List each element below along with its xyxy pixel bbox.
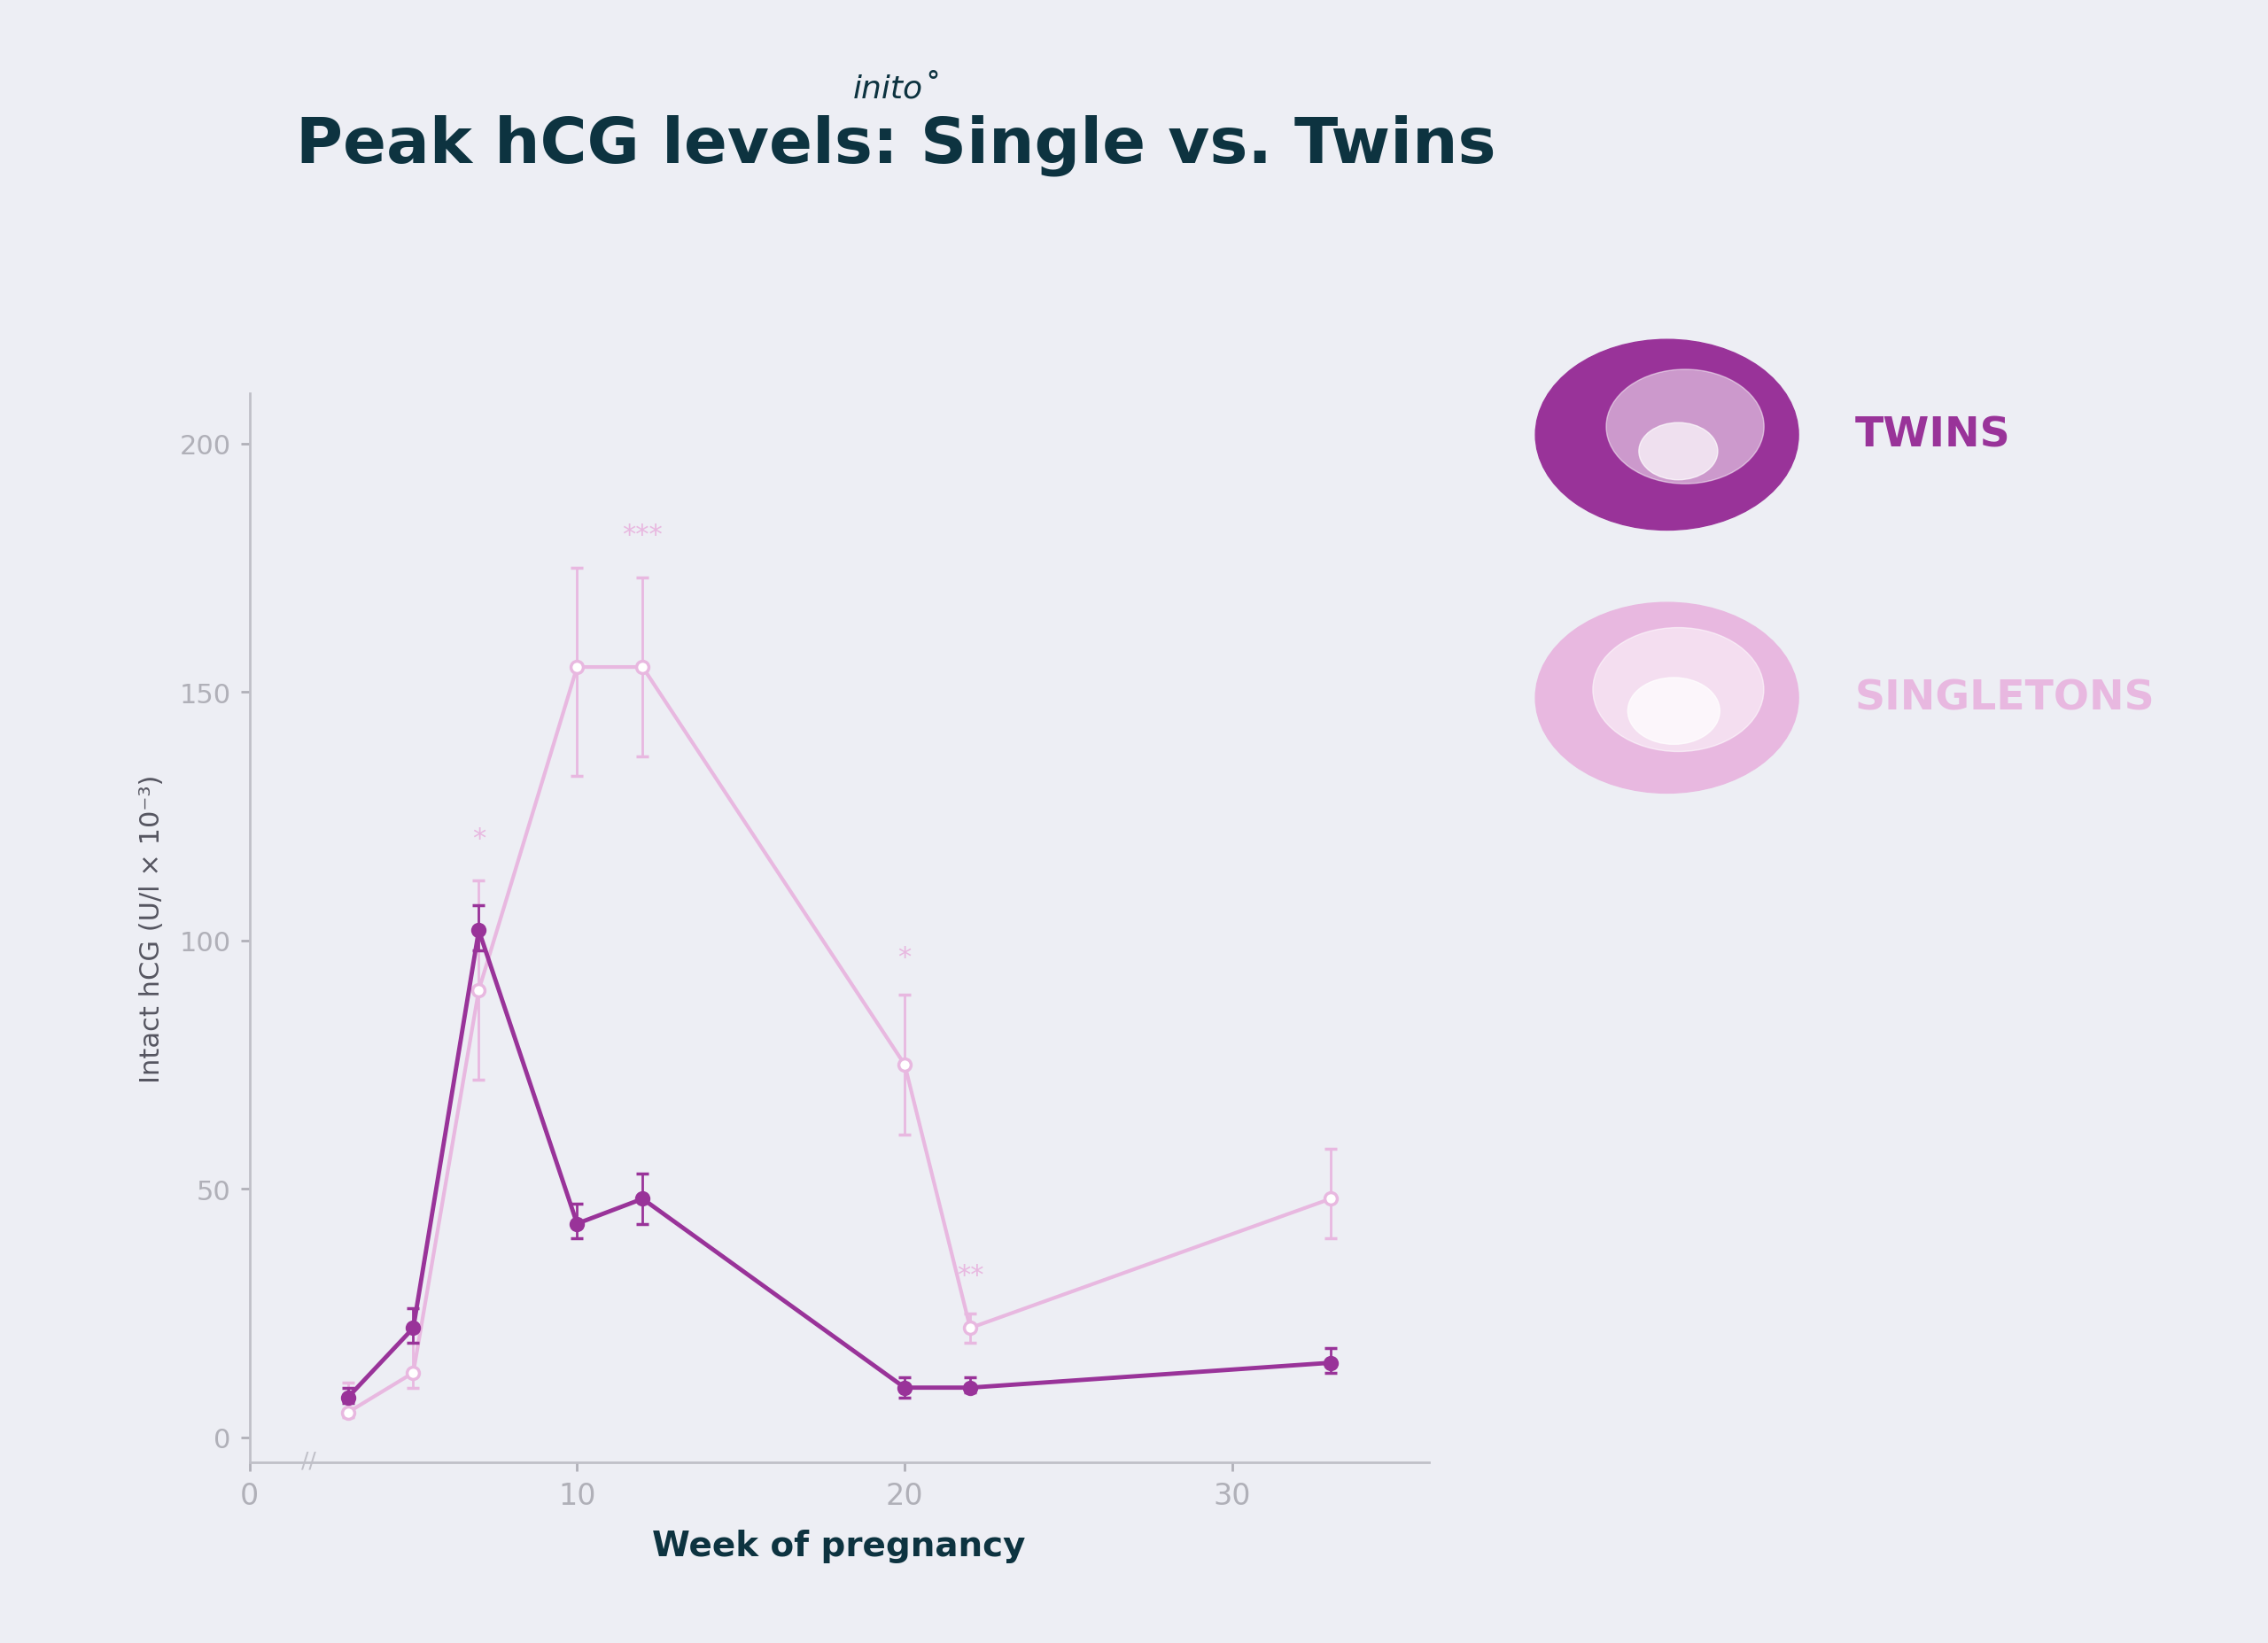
- Text: inito˚: inito˚: [853, 74, 939, 104]
- Text: *: *: [472, 826, 485, 851]
- Text: SINGLETONS: SINGLETONS: [1855, 679, 2155, 718]
- Text: **: **: [957, 1263, 984, 1288]
- Text: TWINS: TWINS: [1855, 416, 2012, 455]
- Text: ***: ***: [621, 522, 662, 549]
- X-axis label: Week of pregnancy: Week of pregnancy: [653, 1528, 1025, 1562]
- Y-axis label: Intact hCG (U/l × 10⁻³): Intact hCG (U/l × 10⁻³): [138, 774, 166, 1083]
- Text: //: //: [302, 1449, 315, 1470]
- Text: *: *: [898, 945, 912, 971]
- Text: Peak hCG levels: Single vs. Twins: Peak hCG levels: Single vs. Twins: [295, 115, 1497, 176]
